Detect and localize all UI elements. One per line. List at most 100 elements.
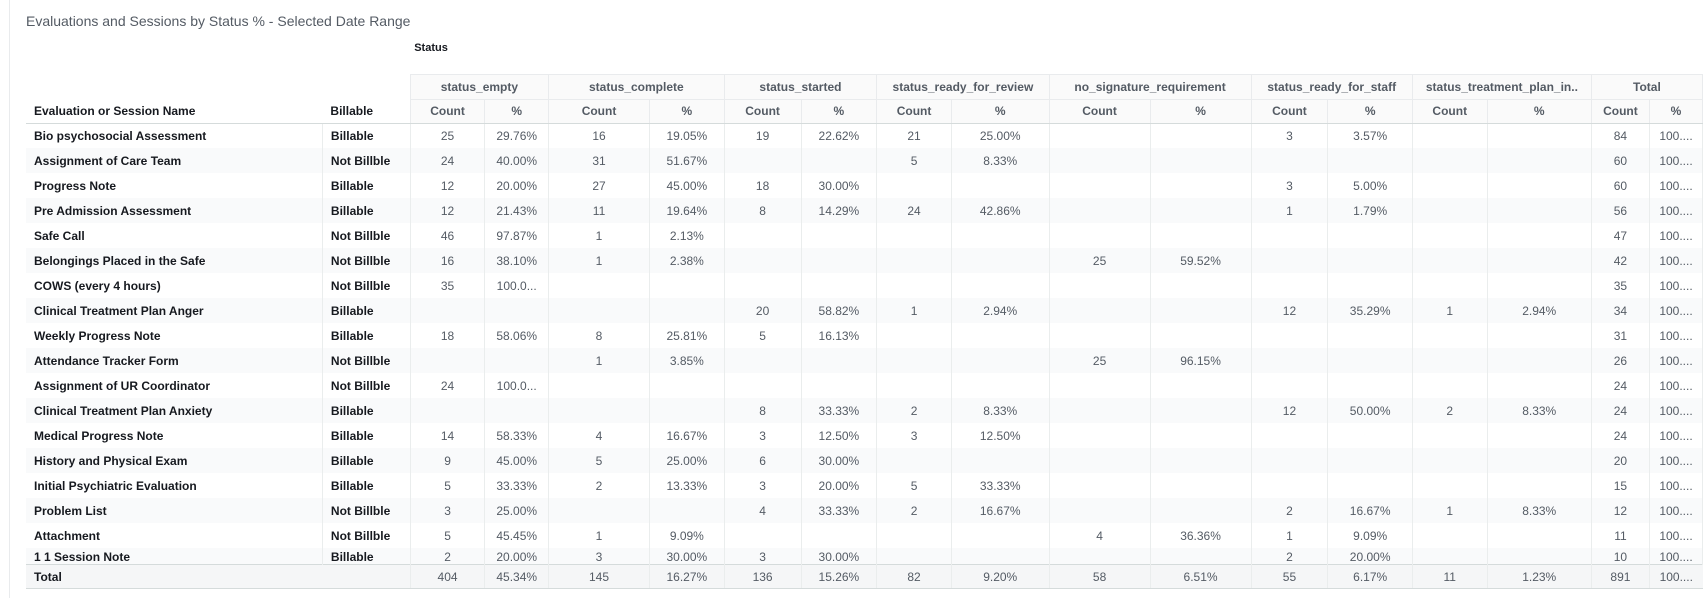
count-header[interactable]: Count [876, 99, 952, 124]
group-header-5[interactable]: no_signature_requirement [1048, 73, 1252, 100]
count-header[interactable]: Count [1048, 99, 1151, 124]
group-header-4[interactable]: status_ready_for_review [876, 73, 1050, 100]
table-row[interactable]: Attendance Tracker Form Not Billble 1 3.85%… [26, 348, 1703, 373]
count-header[interactable]: Count [1250, 99, 1329, 124]
percent-cell: 100.... [1649, 323, 1703, 348]
table-row[interactable]: Progress Note Billable 12 20.00% 27 45.00% 18 3… [26, 173, 1703, 198]
percent-header[interactable]: % [1149, 99, 1252, 124]
percent-cell: 19.05% [649, 123, 725, 148]
count-header[interactable]: Count [548, 99, 651, 124]
table-row[interactable]: Attachment Not Billble 5 45.45% 1 9.09% 4 36.36… [26, 523, 1703, 548]
count-cell: 4 [548, 423, 651, 448]
percent-header[interactable]: % [1649, 99, 1703, 124]
group-header-3[interactable]: status_started [723, 73, 878, 100]
percent-header[interactable]: % [800, 99, 878, 124]
count-cell: 24 [1590, 398, 1651, 423]
count-cell: 2 [548, 473, 651, 498]
count-cell: 3 [723, 423, 802, 448]
total-count-cell: 58 [1048, 564, 1151, 589]
percent-cell: 59.52% [1149, 248, 1252, 273]
count-cell [876, 323, 952, 348]
percent-cell: 100.... [1649, 398, 1703, 423]
count-cell: 84 [1590, 123, 1651, 148]
count-cell: 8 [723, 198, 802, 223]
percent-cell [1486, 173, 1592, 198]
row-name: Weekly Progress Note [26, 323, 323, 348]
row-name: 1 1 Session Note [26, 548, 323, 565]
pivot-table[interactable]: Status status_empty status_complete status… [26, 34, 1703, 594]
percent-cell [1327, 373, 1413, 398]
table-row[interactable]: Assignment of Care Team Not Billble 24 40.0… [26, 148, 1703, 173]
total-row: Total 404 45.34% 145 16.27% 136 15.26% 82 9.20%… [26, 564, 1703, 589]
percent-cell: 8.33% [950, 398, 1050, 423]
percent-cell [1486, 123, 1592, 148]
percent-header[interactable]: % [1486, 99, 1592, 124]
count-header[interactable]: Count [1590, 99, 1651, 124]
count-cell: 20 [723, 298, 802, 323]
column-header-name[interactable]: Evaluation or Session Name [26, 99, 323, 124]
table-row[interactable]: Clinical Treatment Plan Anxiety Billable 8… [26, 398, 1703, 423]
table-row[interactable]: Assignment of UR Coordinator Not Billble 2… [26, 373, 1703, 398]
percent-cell: 100.0... [484, 373, 550, 398]
count-cell [876, 548, 952, 565]
count-header[interactable]: Count [1411, 99, 1488, 124]
percent-header[interactable]: % [484, 99, 550, 124]
table-row[interactable]: Clinical Treatment Plan Anger Billable 20 5… [26, 298, 1703, 323]
count-cell: 3 [548, 548, 651, 565]
count-header[interactable]: Count [723, 99, 802, 124]
percent-cell: 21.43% [484, 198, 550, 223]
count-cell: 10 [1590, 548, 1651, 565]
count-cell [1048, 548, 1151, 565]
percent-cell: 20.00% [484, 173, 550, 198]
row-name: Progress Note [26, 173, 323, 198]
percent-cell: 100.... [1649, 498, 1703, 523]
table-row[interactable]: Problem List Not Billble 3 25.00% 4 33.33% 2 16… [26, 498, 1703, 523]
percent-header[interactable]: % [649, 99, 725, 124]
percent-cell: 33.33% [800, 498, 878, 523]
percent-cell: 33.33% [950, 473, 1050, 498]
table-row[interactable]: Medical Progress Note Billable 14 58.33% 4 16… [26, 423, 1703, 448]
count-cell [723, 148, 802, 173]
percent-cell: 2.13% [649, 223, 725, 248]
count-cell: 1 [548, 348, 651, 373]
percent-cell [1327, 448, 1413, 473]
count-cell: 1 [1250, 523, 1329, 548]
count-header[interactable]: Count [409, 99, 486, 124]
table-row[interactable]: History and Physical Exam Billable 9 45.00%… [26, 448, 1703, 473]
table-row[interactable]: Belongings Placed in the Safe Not Billble… [26, 248, 1703, 273]
count-cell: 26 [1590, 348, 1651, 373]
status-spacer [26, 34, 322, 74]
group-header-6[interactable]: status_ready_for_staff [1250, 73, 1413, 100]
status-spacer [322, 34, 410, 74]
table-row[interactable]: COWS (every 4 hours) Not Billble 35 100.0..… [26, 273, 1703, 298]
group-header-2[interactable]: status_complete [548, 73, 725, 100]
count-cell [1411, 248, 1488, 273]
percent-cell: 100.... [1649, 523, 1703, 548]
count-cell [1411, 148, 1488, 173]
table-row[interactable]: Safe Call Not Billble 46 97.87% 1 2.13% 47 100.… [26, 223, 1703, 248]
column-header-billable[interactable]: Billable [322, 99, 411, 124]
percent-header[interactable]: % [1327, 99, 1413, 124]
table-row[interactable]: Initial Psychiatric Evaluation Billable 5 3… [26, 473, 1703, 498]
row-name: Attendance Tracker Form [26, 348, 323, 373]
group-header-7[interactable]: status_treatment_plan_in.. [1411, 73, 1592, 100]
group-header-8[interactable]: Total [1590, 73, 1703, 100]
percent-cell: 19.64% [649, 198, 725, 223]
table-row[interactable]: Bio psychosocial Assessment Billable 25 29.… [26, 123, 1703, 148]
row-name: Clinical Treatment Plan Anger [26, 298, 323, 323]
percent-cell: 29.76% [484, 123, 550, 148]
table-row[interactable]: Pre Admission Assessment Billable 12 21.43%… [26, 198, 1703, 223]
count-cell: 5 [876, 148, 952, 173]
count-cell: 60 [1590, 148, 1651, 173]
count-cell [723, 373, 802, 398]
table-row[interactable]: 1 1 Session Note Billable 2 20.00% 3 30.00% 3 3… [26, 548, 1703, 565]
count-cell: 21 [876, 123, 952, 148]
percent-cell: 100.... [1649, 473, 1703, 498]
percent-cell: 33.33% [484, 473, 550, 498]
table-row[interactable]: Weekly Progress Note Billable 18 58.06% 8 25.… [26, 323, 1703, 348]
count-cell [409, 298, 486, 323]
percent-header[interactable]: % [950, 99, 1050, 124]
group-header-1[interactable]: status_empty [409, 73, 550, 100]
percent-cell [1486, 448, 1592, 473]
count-cell [1048, 498, 1151, 523]
